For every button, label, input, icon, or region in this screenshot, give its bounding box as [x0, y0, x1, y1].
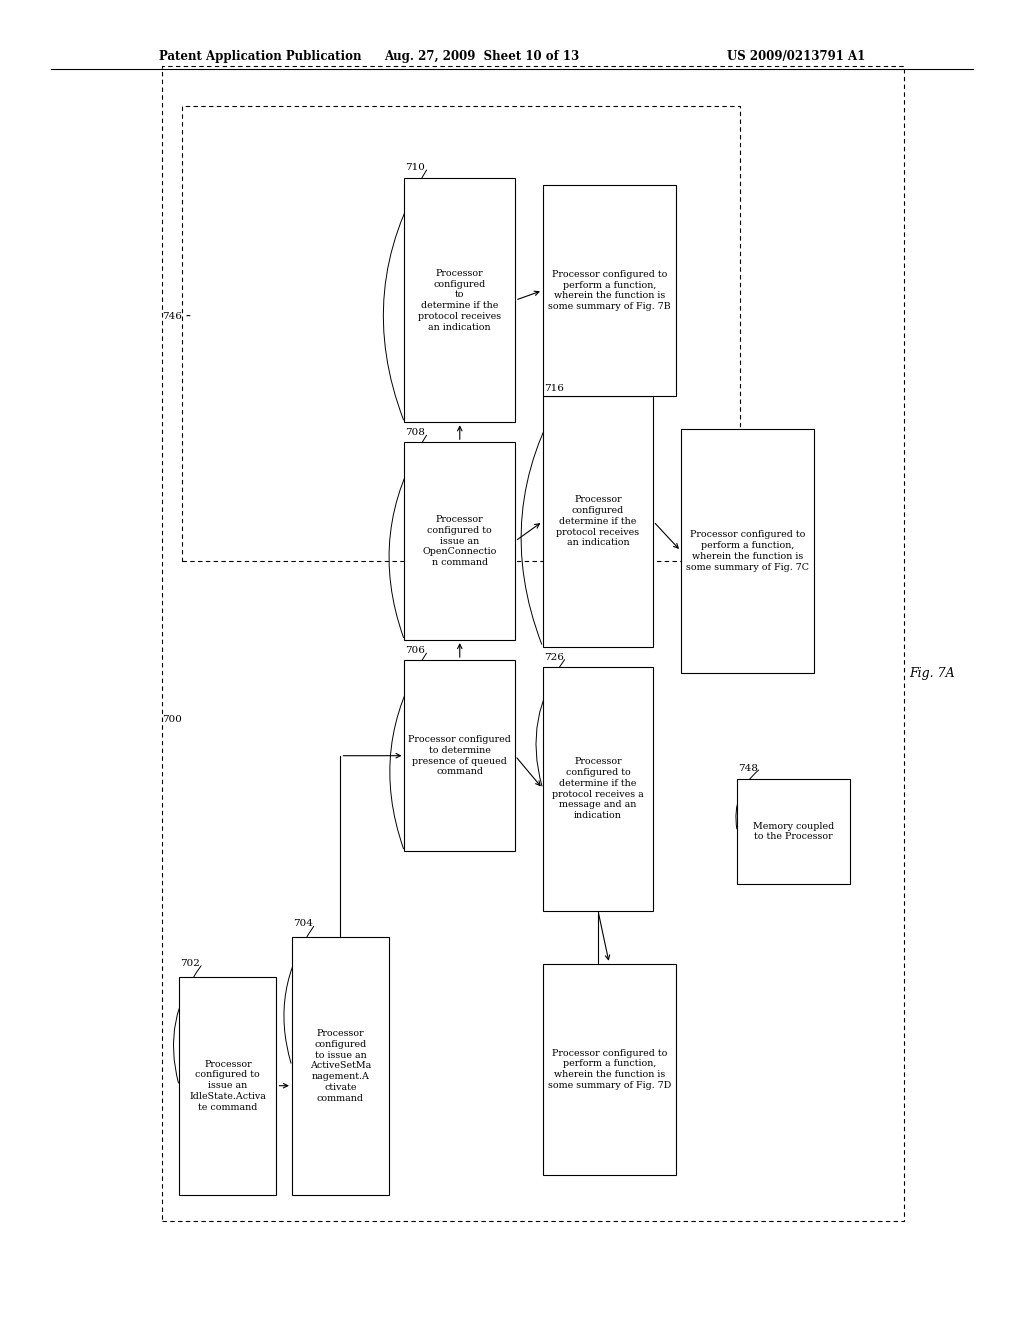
Text: Processor configured
to determine
presence of queued
command: Processor configured to determine presen… [409, 735, 511, 776]
Text: Fig. 7A: Fig. 7A [909, 667, 954, 680]
Text: Processor
configured to
issue an
OpenConnectio
n command: Processor configured to issue an OpenCon… [423, 515, 497, 568]
Text: 746: 746 [162, 313, 181, 321]
FancyBboxPatch shape [404, 178, 515, 422]
FancyBboxPatch shape [681, 429, 814, 673]
FancyBboxPatch shape [292, 937, 389, 1195]
FancyBboxPatch shape [543, 396, 653, 647]
Text: Processor
configured
determine if the
protocol receives
an indication: Processor configured determine if the pr… [556, 495, 640, 548]
Text: Processor configured to
perform a function,
wherein the function is
some summary: Processor configured to perform a functi… [548, 269, 671, 312]
Text: 710: 710 [406, 164, 425, 172]
FancyBboxPatch shape [737, 779, 850, 884]
Text: US 2009/0213791 A1: US 2009/0213791 A1 [727, 50, 865, 63]
Text: 708: 708 [406, 429, 425, 437]
Text: Processor
configured
to issue an
ActiveSetMa
nagement.A
ctivate
command: Processor configured to issue an ActiveS… [310, 1030, 371, 1102]
Text: Memory coupled
to the Processor: Memory coupled to the Processor [753, 822, 835, 841]
FancyBboxPatch shape [404, 660, 515, 851]
Text: 700: 700 [162, 715, 181, 723]
Text: Processor
configured
to
determine if the
protocol receives
an indication: Processor configured to determine if the… [418, 269, 502, 331]
Text: 704: 704 [293, 920, 312, 928]
Text: Processor configured to
perform a function,
wherein the function is
some summary: Processor configured to perform a functi… [686, 531, 809, 572]
FancyBboxPatch shape [543, 185, 676, 396]
Text: 748: 748 [738, 764, 758, 772]
FancyBboxPatch shape [179, 977, 276, 1195]
Text: 702: 702 [180, 960, 200, 968]
Text: Processor
configured to
issue an
IdleState.Activa
te command: Processor configured to issue an IdleSta… [189, 1060, 266, 1111]
FancyBboxPatch shape [404, 442, 515, 640]
Text: 706: 706 [406, 647, 425, 655]
Text: 726: 726 [544, 653, 563, 661]
FancyBboxPatch shape [543, 964, 676, 1175]
Text: Aug. 27, 2009  Sheet 10 of 13: Aug. 27, 2009 Sheet 10 of 13 [384, 50, 579, 63]
Text: Processor
configured to
determine if the
protocol receives a
message and an
indi: Processor configured to determine if the… [552, 758, 644, 820]
Text: Patent Application Publication: Patent Application Publication [159, 50, 361, 63]
Text: 716: 716 [544, 384, 563, 392]
Text: Processor configured to
perform a function,
wherein the function is
some summary: Processor configured to perform a functi… [548, 1048, 671, 1090]
FancyBboxPatch shape [543, 667, 653, 911]
